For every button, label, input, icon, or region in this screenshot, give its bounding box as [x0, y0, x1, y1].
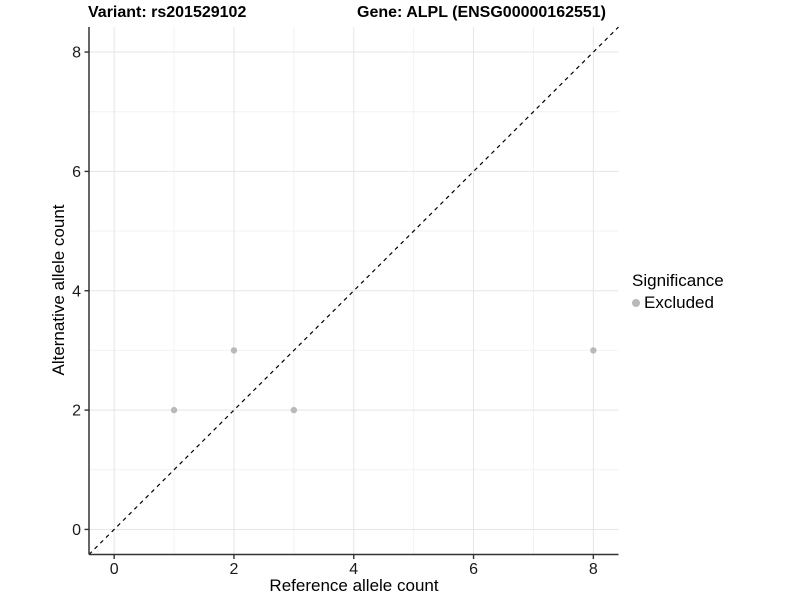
- y-tick-label: 8: [72, 45, 81, 62]
- gene-title: Gene: ALPL (ENSG00000162551): [357, 4, 607, 21]
- x-tick-label: 4: [349, 561, 358, 578]
- legend-item-label: Excluded: [644, 293, 714, 312]
- y-tick-label: 6: [72, 164, 81, 181]
- y-tick-label: 2: [72, 403, 81, 420]
- y-axis-title: Alternative allele count: [49, 204, 68, 376]
- x-tick-label: 0: [110, 561, 119, 578]
- legend-title: Significance: [632, 271, 724, 290]
- x-axis-title: Reference allele count: [269, 576, 439, 595]
- x-tick-label: 6: [469, 561, 478, 578]
- x-tick-label: 2: [230, 561, 239, 578]
- variant-title: Variant: rs201529102: [88, 4, 247, 21]
- legend-item-excluded: Excluded: [632, 293, 724, 313]
- data-point: [230, 347, 238, 354]
- data-point: [590, 347, 597, 354]
- y-tick-label: 4: [72, 283, 81, 300]
- data-point: [170, 406, 178, 414]
- legend: Significance Excluded: [632, 271, 724, 313]
- y-tick-label: 0: [72, 522, 81, 539]
- excluded-marker-icon: [632, 299, 640, 307]
- data-point: [290, 406, 298, 414]
- x-tick-label: 8: [589, 561, 598, 578]
